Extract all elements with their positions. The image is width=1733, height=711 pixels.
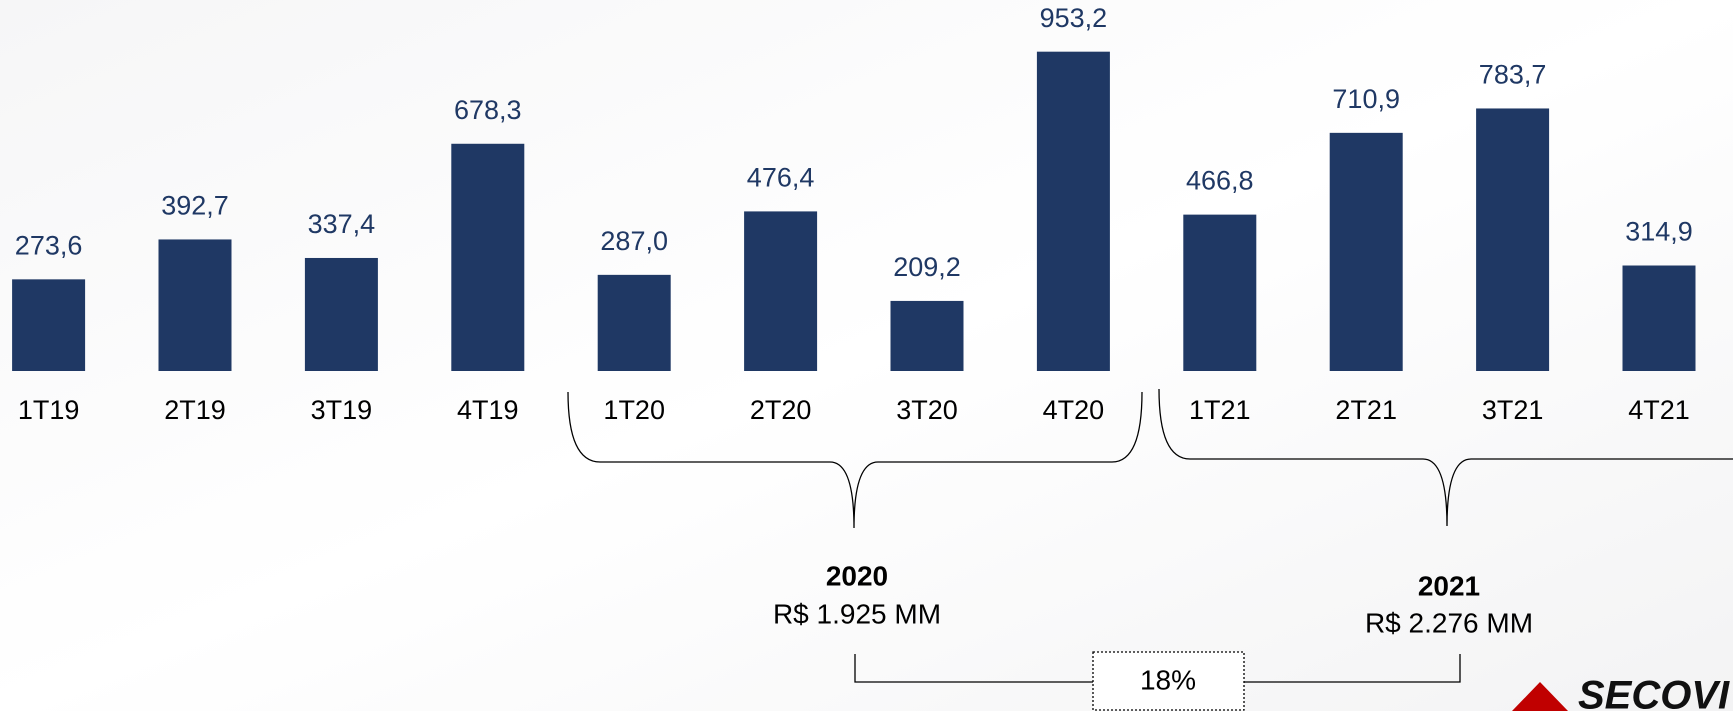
x-tick-label: 4T21: [1628, 395, 1690, 425]
growth-label: 18%: [1140, 664, 1196, 695]
logo-text: SECOVI: [1578, 674, 1730, 711]
value-label: 392,7: [161, 191, 229, 221]
value-label: 476,4: [747, 163, 815, 193]
bar: [890, 300, 964, 371]
x-tick-label: 3T19: [311, 395, 373, 425]
annotation-title: 2020: [826, 560, 888, 591]
x-tick-label: 4T19: [457, 395, 519, 425]
value-label: 337,4: [308, 209, 376, 239]
x-tick-label: 3T21: [1482, 395, 1544, 425]
value-label: 314,9: [1625, 217, 1693, 247]
bar: [451, 143, 525, 371]
annotation-text: R$ 2.276 MM: [1365, 607, 1533, 638]
value-label: 466,8: [1186, 166, 1254, 196]
bar: [12, 279, 86, 371]
value-label: 678,3: [454, 95, 522, 125]
value-label: 783,7: [1479, 60, 1547, 90]
annotation-text: R$ 1.925 MM: [773, 598, 941, 629]
bar: [597, 274, 671, 371]
growth-bracket: [854, 654, 1461, 683]
x-tick-label: 2T21: [1335, 395, 1397, 425]
bar: [1036, 51, 1110, 371]
annotation-title: 2021: [1418, 570, 1480, 601]
bar: [744, 211, 818, 371]
bar: [304, 257, 378, 371]
brace-2020: [567, 391, 1143, 529]
brace-2021: [1158, 388, 1733, 527]
value-label: 273,6: [15, 230, 83, 260]
x-tick-label: 1T21: [1189, 395, 1251, 425]
logo-mark: [1512, 682, 1568, 711]
bar: [1329, 132, 1403, 371]
x-tick-label: 1T19: [18, 395, 80, 425]
x-tick-label: 1T20: [603, 395, 665, 425]
x-tick-label: 2T19: [164, 395, 226, 425]
x-tick-label: 4T20: [1043, 395, 1105, 425]
bar: [158, 239, 232, 371]
bar: [1622, 265, 1696, 371]
value-label: 710,9: [1332, 84, 1400, 114]
growth-box: [1092, 651, 1245, 711]
x-tick-label: 3T20: [896, 395, 958, 425]
value-label: 287,0: [600, 226, 668, 256]
x-tick-label: 2T20: [750, 395, 812, 425]
value-label: 953,2: [1040, 3, 1108, 33]
bar: [1183, 214, 1257, 371]
bar: [1476, 108, 1550, 371]
value-label: 209,2: [893, 252, 961, 282]
